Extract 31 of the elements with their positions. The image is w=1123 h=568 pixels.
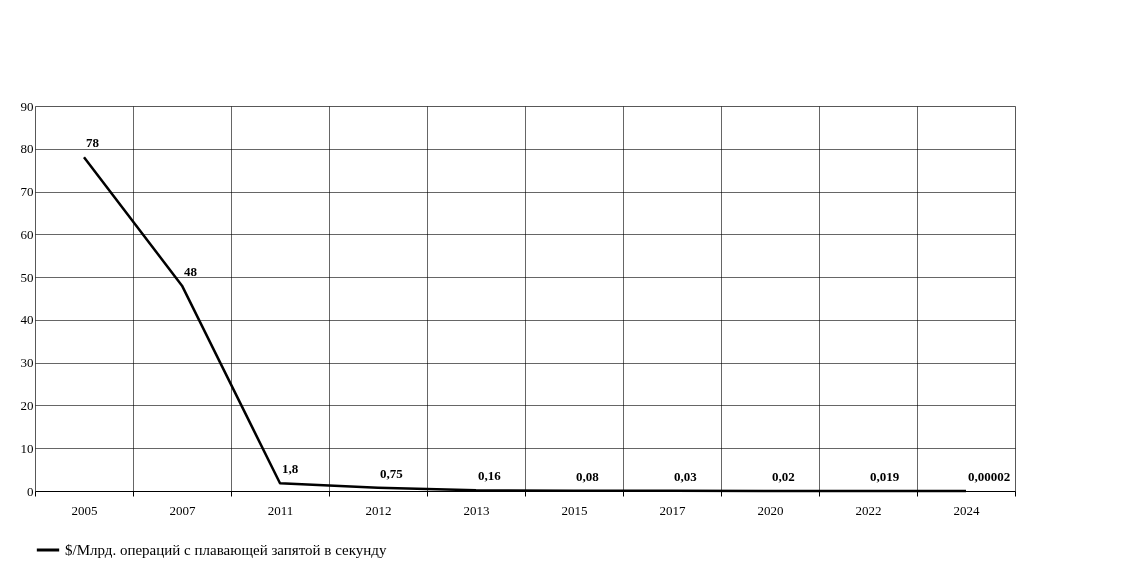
y-tick-label: 0 (27, 483, 34, 499)
y-tick-label: 30 (20, 355, 34, 371)
x-tick-label: 2017 (659, 502, 686, 518)
data-label: 0,019 (870, 468, 900, 484)
y-tick-label: 90 (20, 98, 34, 114)
data-label: 0,16 (478, 468, 502, 484)
x-tick-label: 2022 (855, 502, 882, 518)
x-tick-label: 2015 (561, 502, 588, 518)
data-label: 78 (86, 135, 100, 151)
y-tick-label: 80 (20, 141, 34, 157)
data-label: 0,08 (576, 468, 600, 484)
x-tick-label: 2005 (71, 502, 98, 518)
x-tick-label: 2012 (365, 502, 392, 518)
y-tick-label: 10 (20, 440, 34, 456)
data-label: 0,75 (380, 465, 404, 481)
x-tick-label: 2024 (953, 502, 980, 518)
data-label: 48 (184, 263, 198, 279)
data-label: 0,02 (772, 468, 795, 484)
y-tick-label: 50 (20, 269, 34, 285)
x-tick-label: 2007 (169, 502, 196, 518)
y-tick-label: 40 (20, 312, 34, 328)
y-tick-label: 20 (20, 397, 34, 413)
y-tick-label: 70 (20, 184, 34, 200)
y-tick-label: 60 (20, 226, 34, 242)
data-label: 1,8 (282, 461, 299, 477)
x-tick-label: 2011 (267, 502, 294, 518)
x-tick-label: 2020 (757, 502, 784, 518)
x-tick-label: 2013 (463, 502, 490, 518)
legend-label: $/Млрд. операций с плавающей запятой в секунду (65, 542, 387, 558)
data-label: 0,03 (674, 468, 698, 484)
data-label: 0,00002 (968, 469, 1011, 484)
